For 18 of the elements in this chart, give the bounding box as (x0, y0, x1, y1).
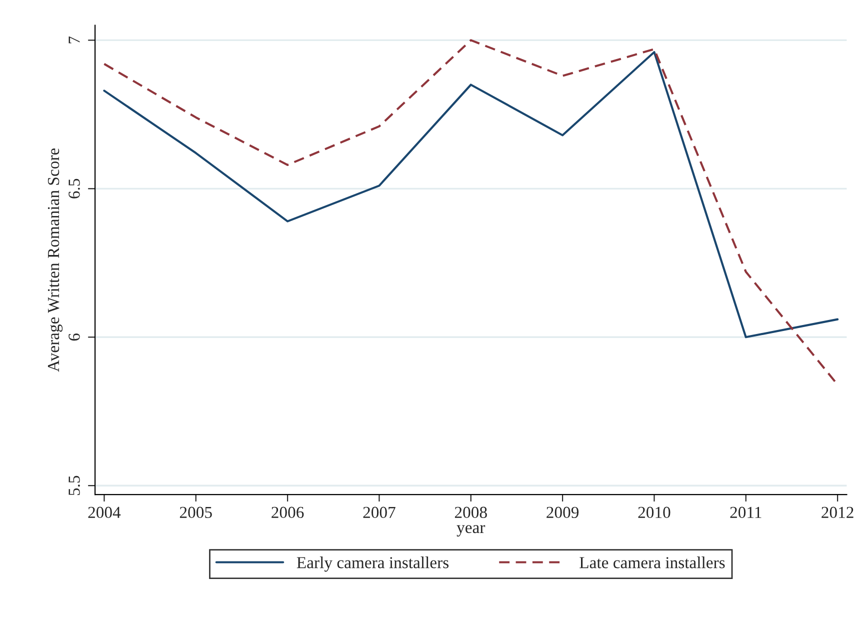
x-tick-label: 2006 (272, 506, 304, 518)
y-tick-label: 6.5 (68, 178, 80, 198)
y-axis-title: Average Written Romanian Score (48, 148, 63, 372)
x-axis-title: year (456, 525, 486, 537)
x-tick-label: 2009 (546, 506, 579, 518)
x-tick-label: 2005 (180, 506, 212, 518)
x-tick-label: 2007 (363, 506, 396, 518)
line-series (103, 51, 839, 338)
legend-label: Late camera installers (580, 556, 725, 568)
x-tick-label: 2004 (88, 506, 121, 518)
x-tick-label: 2012 (822, 506, 854, 518)
y-tick-label: 7 (68, 36, 80, 44)
x-tick-label: 2011 (730, 506, 762, 518)
x-tick-label: 2010 (638, 506, 670, 518)
y-tick-label: 5.5 (68, 476, 80, 496)
y-tick-label: 6 (68, 333, 80, 341)
x-tick-label: 2008 (454, 506, 487, 518)
legend-label: Early camera installers (296, 556, 449, 572)
